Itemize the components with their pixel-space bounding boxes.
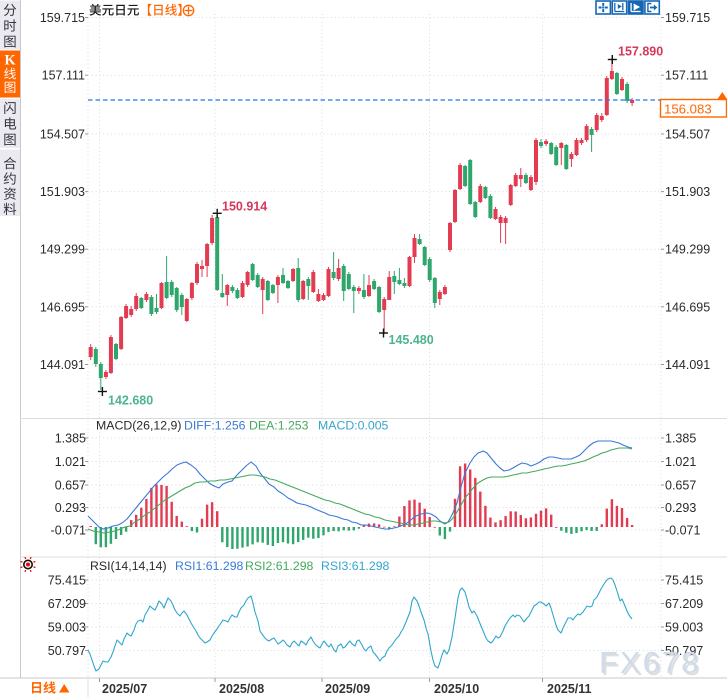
svg-text:145.480: 145.480 xyxy=(389,333,434,347)
svg-text:144.091: 144.091 xyxy=(665,358,710,372)
svg-text:2025/11: 2025/11 xyxy=(547,682,592,696)
svg-text:1.021: 1.021 xyxy=(665,455,696,469)
svg-text:157.111: 157.111 xyxy=(665,69,708,83)
svg-text:146.695: 146.695 xyxy=(40,300,85,314)
svg-text:67.209: 67.209 xyxy=(48,597,86,611)
svg-text:159.715: 159.715 xyxy=(665,11,710,25)
svg-text:59.003: 59.003 xyxy=(48,621,86,635)
svg-text:MACD(26,12,9): MACD(26,12,9) xyxy=(96,419,181,433)
svg-text:2025/09: 2025/09 xyxy=(325,682,370,696)
svg-text:50.797: 50.797 xyxy=(665,644,703,658)
svg-text:142.680: 142.680 xyxy=(108,394,153,408)
svg-text:0.293: 0.293 xyxy=(55,501,86,515)
svg-text:2025/10: 2025/10 xyxy=(434,682,479,696)
svg-text:154.507: 154.507 xyxy=(40,128,85,142)
svg-text:DEA:1.253: DEA:1.253 xyxy=(249,419,309,433)
svg-text:75.415: 75.415 xyxy=(48,574,86,588)
svg-text:0.657: 0.657 xyxy=(55,479,86,493)
svg-text:151.903: 151.903 xyxy=(665,185,710,199)
svg-text:150.914: 150.914 xyxy=(222,200,267,214)
svg-text:RSI3:61.298: RSI3:61.298 xyxy=(321,559,390,573)
svg-text:1.385: 1.385 xyxy=(665,432,696,446)
svg-text:-0.071: -0.071 xyxy=(51,524,86,538)
svg-text:154.507: 154.507 xyxy=(665,128,710,142)
svg-text:2025/08: 2025/08 xyxy=(219,682,264,696)
svg-text:151.903: 151.903 xyxy=(40,185,85,199)
svg-text:FX678: FX678 xyxy=(601,647,702,682)
svg-text:DIFF:1.256: DIFF:1.256 xyxy=(184,419,246,433)
svg-text:FX678: FX678 xyxy=(599,645,700,680)
svg-text:1.385: 1.385 xyxy=(55,432,86,446)
svg-text:2025/07: 2025/07 xyxy=(102,682,147,696)
svg-text:RSI1:61.298: RSI1:61.298 xyxy=(175,559,244,573)
svg-text:0.657: 0.657 xyxy=(665,479,696,493)
svg-text:1.021: 1.021 xyxy=(55,455,86,469)
svg-text:75.415: 75.415 xyxy=(665,574,703,588)
svg-text:MACD:0.005: MACD:0.005 xyxy=(318,419,389,433)
svg-text:159.715: 159.715 xyxy=(40,11,85,25)
svg-text:157.890: 157.890 xyxy=(618,45,663,59)
svg-text:K: K xyxy=(4,52,16,68)
svg-text:0.293: 0.293 xyxy=(665,501,696,515)
svg-text:146.695: 146.695 xyxy=(665,300,710,314)
svg-text:RSI2:61.298: RSI2:61.298 xyxy=(245,559,314,573)
svg-text:67.209: 67.209 xyxy=(665,597,703,611)
svg-text:RSI(14,14,14): RSI(14,14,14) xyxy=(90,559,167,573)
svg-text:-0.071: -0.071 xyxy=(665,524,700,538)
svg-text:149.299: 149.299 xyxy=(665,243,710,257)
svg-text:144.091: 144.091 xyxy=(40,358,85,372)
svg-text:50.797: 50.797 xyxy=(48,644,86,658)
svg-text:149.299: 149.299 xyxy=(40,243,85,257)
svg-text:157.111: 157.111 xyxy=(42,69,85,83)
svg-text:156.083: 156.083 xyxy=(664,102,712,117)
svg-text:59.003: 59.003 xyxy=(665,621,703,635)
